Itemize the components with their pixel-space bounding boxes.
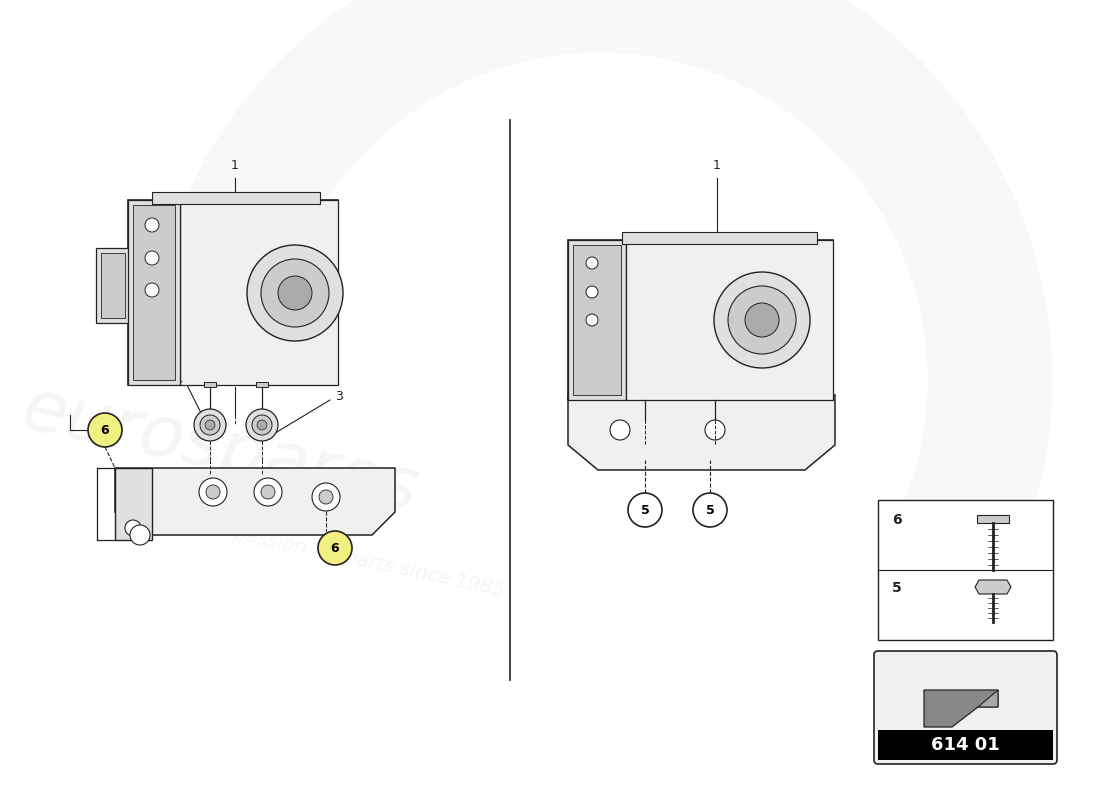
Text: 4: 4 bbox=[174, 374, 182, 386]
Circle shape bbox=[194, 409, 226, 441]
Circle shape bbox=[610, 420, 630, 440]
Text: 1: 1 bbox=[713, 159, 721, 172]
Polygon shape bbox=[924, 690, 998, 727]
Circle shape bbox=[705, 420, 725, 440]
Circle shape bbox=[278, 276, 312, 310]
Circle shape bbox=[693, 493, 727, 527]
Bar bbox=[133, 205, 175, 380]
Bar bbox=[256, 382, 268, 387]
Circle shape bbox=[200, 415, 220, 435]
FancyBboxPatch shape bbox=[874, 651, 1057, 764]
Text: 2: 2 bbox=[568, 350, 575, 363]
Bar bbox=[101, 253, 125, 318]
Bar bbox=[180, 200, 338, 385]
Text: 5: 5 bbox=[892, 581, 902, 595]
Circle shape bbox=[312, 483, 340, 511]
Bar bbox=[621, 232, 817, 244]
Text: a passion for parts since 1985: a passion for parts since 1985 bbox=[214, 520, 506, 600]
Circle shape bbox=[586, 257, 598, 269]
Text: 5: 5 bbox=[640, 503, 649, 517]
Circle shape bbox=[252, 415, 272, 435]
Circle shape bbox=[318, 531, 352, 565]
Text: 6: 6 bbox=[892, 513, 902, 527]
Circle shape bbox=[130, 525, 150, 545]
Bar bbox=[128, 200, 180, 385]
Polygon shape bbox=[975, 580, 1011, 594]
Circle shape bbox=[199, 478, 227, 506]
Text: 3: 3 bbox=[336, 390, 343, 403]
Circle shape bbox=[745, 303, 779, 337]
Text: 1: 1 bbox=[231, 159, 239, 172]
Bar bbox=[977, 515, 1009, 523]
Bar bbox=[568, 240, 833, 400]
Bar bbox=[568, 240, 626, 400]
Bar bbox=[128, 200, 338, 385]
Circle shape bbox=[586, 314, 598, 326]
Polygon shape bbox=[116, 468, 395, 535]
Circle shape bbox=[145, 283, 160, 297]
Text: 614 01: 614 01 bbox=[931, 736, 1000, 754]
Bar bbox=[626, 240, 833, 400]
Circle shape bbox=[145, 218, 160, 232]
Polygon shape bbox=[978, 690, 998, 707]
Bar bbox=[878, 500, 1053, 640]
Circle shape bbox=[125, 520, 141, 536]
Bar bbox=[878, 730, 1053, 760]
Polygon shape bbox=[116, 468, 152, 540]
Text: eurospares: eurospares bbox=[15, 374, 425, 526]
Circle shape bbox=[206, 485, 220, 499]
Circle shape bbox=[246, 409, 278, 441]
Circle shape bbox=[261, 485, 275, 499]
Circle shape bbox=[248, 245, 343, 341]
Circle shape bbox=[319, 490, 333, 504]
Text: 5: 5 bbox=[705, 503, 714, 517]
Text: 6: 6 bbox=[101, 423, 109, 437]
Bar bbox=[152, 192, 320, 204]
Circle shape bbox=[261, 259, 329, 327]
Bar bbox=[573, 245, 622, 395]
Bar bbox=[204, 382, 216, 387]
Circle shape bbox=[257, 420, 267, 430]
Circle shape bbox=[205, 420, 214, 430]
Circle shape bbox=[714, 272, 810, 368]
Circle shape bbox=[88, 413, 122, 447]
Circle shape bbox=[628, 493, 662, 527]
Bar bbox=[96, 248, 130, 323]
Text: 6: 6 bbox=[331, 542, 339, 554]
Circle shape bbox=[145, 251, 160, 265]
Circle shape bbox=[728, 286, 796, 354]
Circle shape bbox=[586, 286, 598, 298]
Polygon shape bbox=[568, 395, 835, 470]
Circle shape bbox=[254, 478, 282, 506]
